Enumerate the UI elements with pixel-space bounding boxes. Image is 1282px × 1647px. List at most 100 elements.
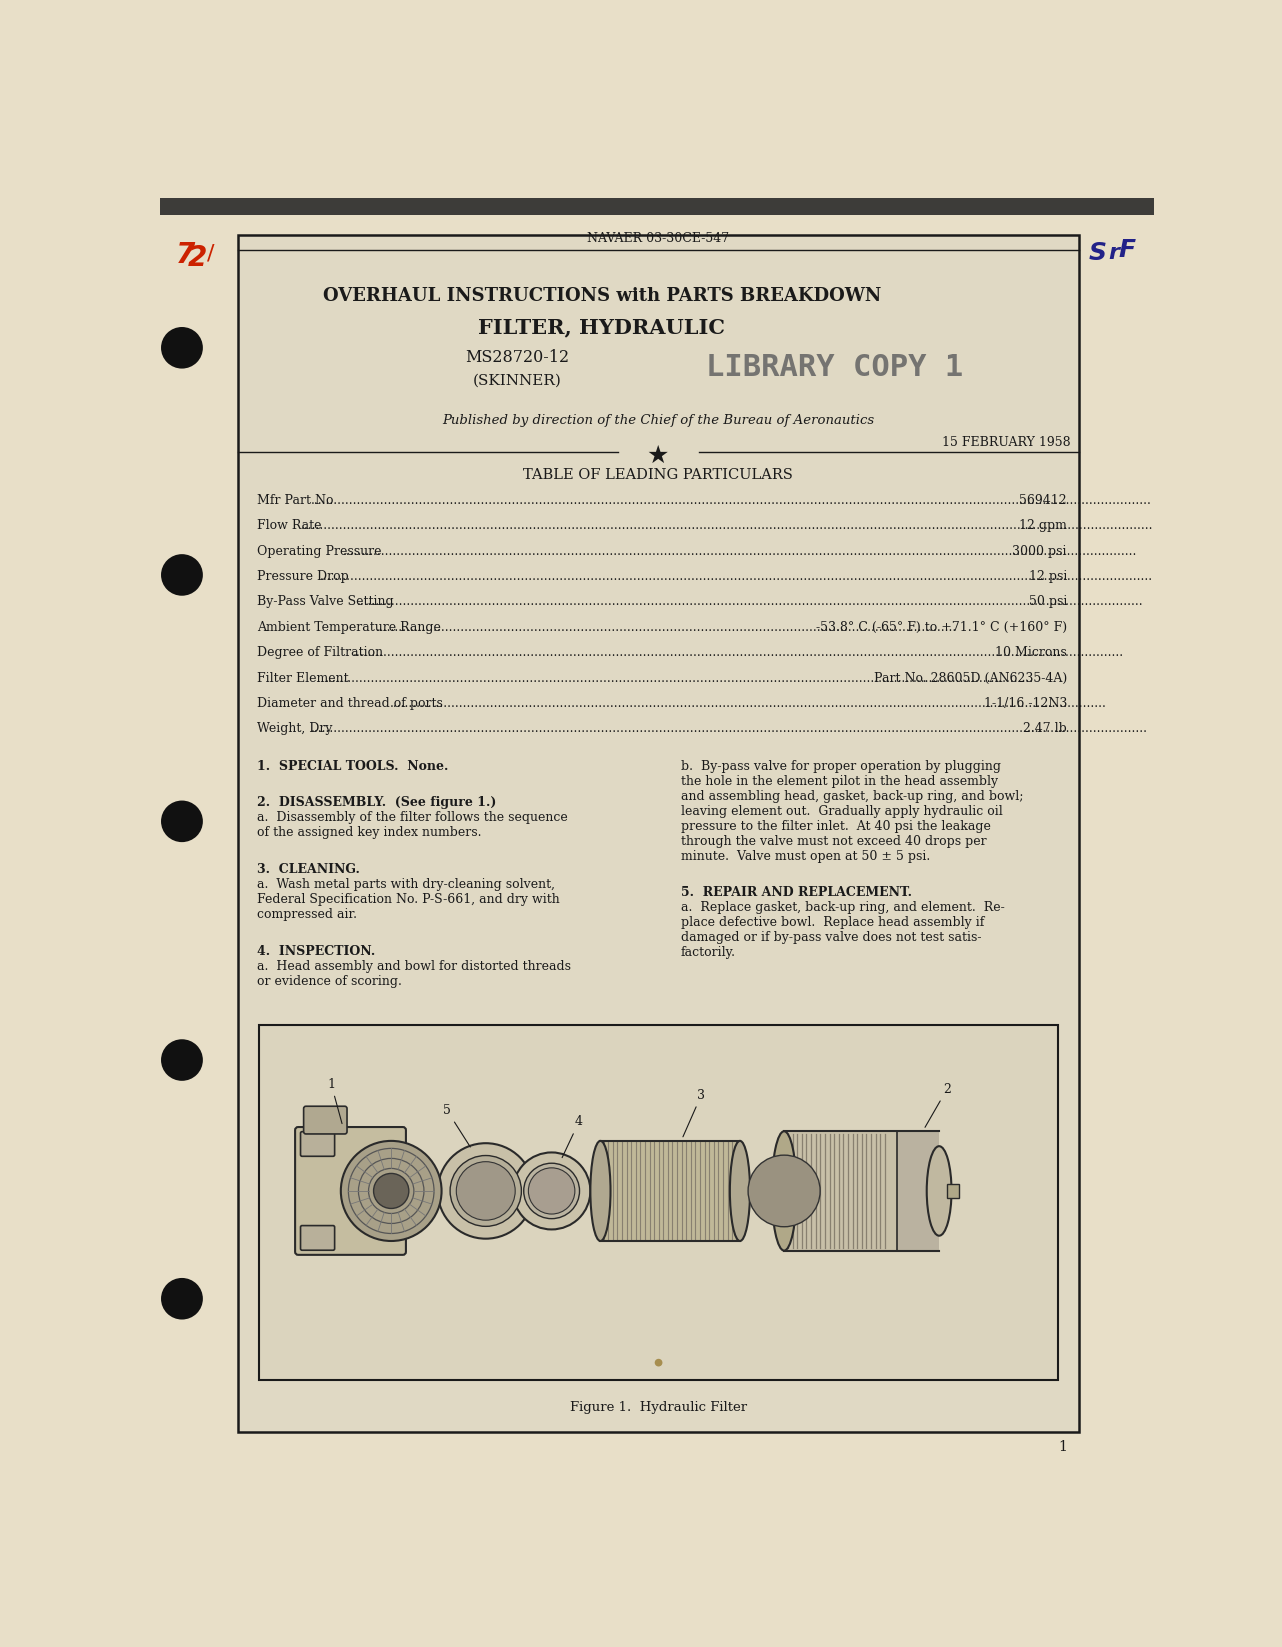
Text: through the valve must not exceed 40 drops per: through the valve must not exceed 40 dro…: [681, 835, 987, 848]
Bar: [237, 234, 1078, 1431]
FancyBboxPatch shape: [304, 1107, 347, 1135]
Circle shape: [528, 1168, 574, 1214]
Text: 15 FEBRUARY 1958: 15 FEBRUARY 1958: [942, 436, 1070, 450]
Circle shape: [513, 1153, 591, 1229]
Text: 5: 5: [444, 1103, 470, 1146]
Text: Published by direction of the Chief of the Bureau of Aeronautics: Published by direction of the Chief of t…: [442, 415, 874, 428]
Text: 2: 2: [188, 244, 208, 272]
Text: factorily.: factorily.: [681, 947, 736, 960]
Bar: [947, 1184, 959, 1197]
FancyBboxPatch shape: [300, 1225, 335, 1250]
Text: minute.  Valve must open at 50 ± 5 psi.: minute. Valve must open at 50 ± 5 psi.: [681, 850, 931, 863]
Text: Diameter and thread of ports: Diameter and thread of ports: [258, 697, 444, 710]
Text: ★: ★: [646, 443, 669, 468]
Text: Filter Element: Filter Element: [258, 672, 349, 685]
Text: 3.  CLEANING.: 3. CLEANING.: [258, 863, 360, 876]
Circle shape: [162, 1278, 203, 1319]
Text: place defective bowl.  Replace head assembly if: place defective bowl. Replace head assem…: [681, 916, 985, 929]
Text: 12 gpm: 12 gpm: [1019, 519, 1067, 532]
Text: a.  Replace gasket, back-up ring, and element.  Re-: a. Replace gasket, back-up ring, and ele…: [681, 901, 1005, 914]
Text: or evidence of scoring.: or evidence of scoring.: [258, 975, 403, 988]
Text: the hole in the element pilot in the head assembly: the hole in the element pilot in the hea…: [681, 774, 999, 787]
Text: and assembling head, gasket, back-up ring, and bowl;: and assembling head, gasket, back-up rin…: [681, 791, 1023, 802]
Text: (SKINNER): (SKINNER): [472, 374, 562, 389]
Text: ................................................................................: ........................................…: [310, 723, 1147, 736]
Text: Ambient Temperature Range: Ambient Temperature Range: [258, 621, 441, 634]
Text: Federal Specification No. P-S-661, and dry with: Federal Specification No. P-S-661, and d…: [258, 893, 560, 906]
Text: 7: 7: [176, 242, 195, 270]
Text: FILTER, HYDRAULIC: FILTER, HYDRAULIC: [478, 316, 726, 338]
Text: a.  Wash metal parts with dry-cleaning solvent,: a. Wash metal parts with dry-cleaning so…: [258, 878, 555, 891]
Circle shape: [749, 1155, 820, 1227]
Text: ................................................................................: ........................................…: [358, 595, 1144, 608]
Text: 12 psi: 12 psi: [1028, 570, 1067, 583]
Text: 2.  DISASSEMBLY.  (See figure 1.): 2. DISASSEMBLY. (See figure 1.): [258, 796, 496, 809]
Circle shape: [456, 1161, 515, 1220]
Text: 1: 1: [1059, 1439, 1068, 1454]
Ellipse shape: [772, 1131, 796, 1250]
Text: leaving element out.  Gradually apply hydraulic oil: leaving element out. Gradually apply hyd…: [681, 805, 1003, 819]
Text: pressure to the filter inlet.  At 40 psi the leakage: pressure to the filter inlet. At 40 psi …: [681, 820, 991, 833]
Circle shape: [341, 1141, 441, 1240]
Text: 4: 4: [562, 1115, 583, 1158]
Text: 50 psi: 50 psi: [1028, 595, 1067, 608]
Text: By-Pass Valve Setting: By-Pass Valve Setting: [258, 595, 394, 608]
Ellipse shape: [927, 1146, 951, 1235]
Text: Operating Pressure: Operating Pressure: [258, 545, 382, 558]
Text: ................................................................................: ........................................…: [390, 697, 1106, 710]
Bar: [259, 1026, 1058, 1380]
Text: 1.  SPECIAL TOOLS.  None.: 1. SPECIAL TOOLS. None.: [258, 759, 449, 772]
Circle shape: [437, 1143, 533, 1239]
Text: 569412: 569412: [1019, 494, 1067, 507]
Text: of the assigned key index numbers.: of the assigned key index numbers.: [258, 827, 482, 840]
Text: MS28720-12: MS28720-12: [464, 349, 569, 366]
Text: ................................................................................: ........................................…: [376, 621, 956, 634]
Text: 2.47 lb: 2.47 lb: [1023, 723, 1067, 736]
Text: /: /: [206, 244, 214, 264]
Text: Flow Rate: Flow Rate: [258, 519, 322, 532]
Text: TABLE OF LEADING PARTICULARS: TABLE OF LEADING PARTICULARS: [523, 468, 792, 483]
Circle shape: [162, 328, 203, 369]
FancyBboxPatch shape: [295, 1127, 406, 1255]
Text: -53.8° C (-65° F) to +71.1° C (+160° F): -53.8° C (-65° F) to +71.1° C (+160° F): [815, 621, 1067, 634]
Text: LIBRARY COPY 1: LIBRARY COPY 1: [706, 352, 963, 382]
Text: 2: 2: [926, 1082, 951, 1127]
Text: 4.  INSPECTION.: 4. INSPECTION.: [258, 944, 376, 957]
Circle shape: [450, 1156, 522, 1227]
Text: ................................................................................: ........................................…: [301, 519, 1154, 532]
Ellipse shape: [591, 1141, 610, 1240]
Bar: [160, 198, 1154, 214]
Circle shape: [162, 800, 203, 842]
Text: a.  Head assembly and bowl for distorted threads: a. Head assembly and bowl for distorted …: [258, 960, 570, 973]
Bar: [896, 1131, 940, 1250]
Text: 10 Microns: 10 Microns: [995, 646, 1067, 659]
Text: 1: 1: [327, 1077, 342, 1123]
Circle shape: [524, 1163, 579, 1219]
Ellipse shape: [729, 1141, 750, 1240]
Text: 3000 psi: 3000 psi: [1013, 545, 1067, 558]
Text: Part No. 28605D (AN6235-4A): Part No. 28605D (AN6235-4A): [874, 672, 1067, 685]
Text: 3: 3: [683, 1089, 705, 1136]
Text: ................................................................................: ........................................…: [310, 494, 1151, 507]
Circle shape: [655, 1359, 663, 1367]
Text: Figure 1.  Hydraulic Filter: Figure 1. Hydraulic Filter: [570, 1402, 747, 1415]
Text: Degree of Filtration: Degree of Filtration: [258, 646, 383, 659]
Text: b.  By-pass valve for proper operation by plugging: b. By-pass valve for proper operation by…: [681, 759, 1001, 772]
Circle shape: [373, 1173, 409, 1209]
Text: F: F: [1119, 239, 1136, 262]
Bar: [600, 1141, 740, 1240]
Text: OVERHAUL INSTRUCTIONS with PARTS BREAKDOWN: OVERHAUL INSTRUCTIONS with PARTS BREAKDO…: [323, 287, 881, 305]
Circle shape: [162, 553, 203, 596]
Text: 1-1/16 -12N3: 1-1/16 -12N3: [983, 697, 1067, 710]
Text: Pressure Drop: Pressure Drop: [258, 570, 349, 583]
Text: Weight, Dry: Weight, Dry: [258, 723, 332, 736]
Text: Mfr Part No: Mfr Part No: [258, 494, 333, 507]
Text: r: r: [1108, 244, 1119, 264]
Text: compressed air.: compressed air.: [258, 907, 358, 921]
Text: damaged or if by-pass valve does not test satis-: damaged or if by-pass valve does not tes…: [681, 932, 982, 944]
Text: NAVAER 03-30CE-547: NAVAER 03-30CE-547: [587, 232, 729, 245]
FancyBboxPatch shape: [300, 1131, 335, 1156]
Text: 5.  REPAIR AND REPLACEMENT.: 5. REPAIR AND REPLACEMENT.: [681, 886, 912, 899]
Text: a.  Disassembly of the filter follows the sequence: a. Disassembly of the filter follows the…: [258, 812, 568, 825]
Text: ................................................................................: ........................................…: [324, 672, 1033, 685]
